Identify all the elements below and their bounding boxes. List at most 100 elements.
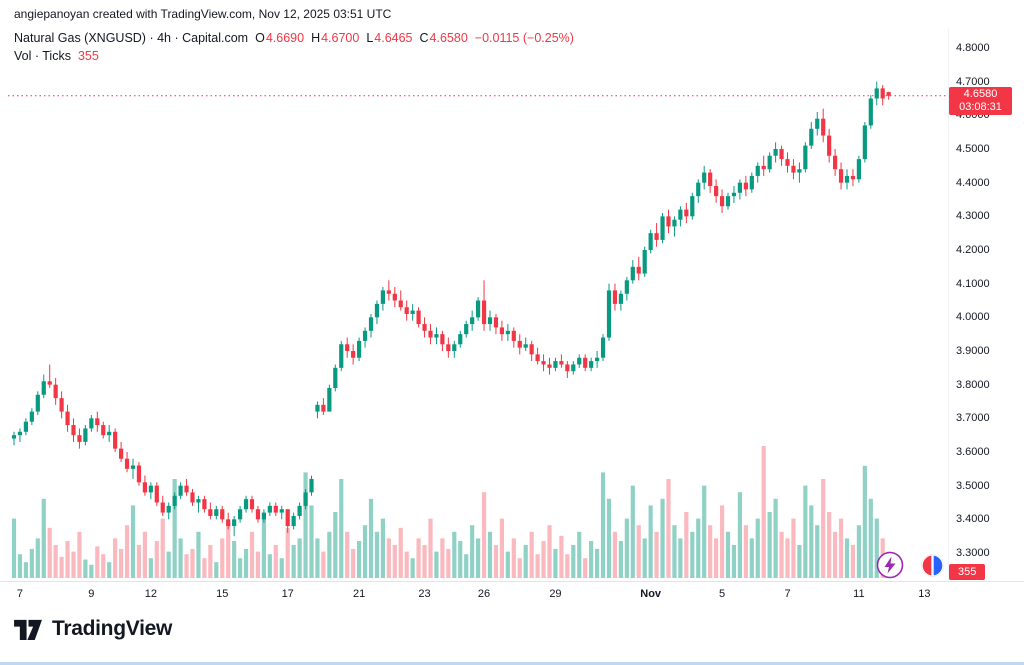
broker-icon[interactable] — [921, 553, 944, 577]
volume-bar — [374, 531, 380, 578]
volume-bar — [428, 518, 433, 578]
volume-row: Vol · Ticks 355 — [14, 49, 574, 63]
candle-body — [291, 515, 296, 527]
price-axis-label: 3.9000 — [956, 345, 990, 357]
lightning-icon[interactable] — [876, 551, 904, 579]
volume-bar — [577, 531, 582, 578]
volume-bar — [113, 538, 118, 578]
volume-bar — [565, 554, 570, 578]
candle-body — [101, 425, 106, 436]
price-change: −0.0115 (−0.25%) — [474, 31, 574, 45]
volume-bar — [392, 545, 397, 578]
volume-bar — [874, 518, 879, 578]
candle-body — [321, 404, 326, 412]
candle-body — [11, 435, 17, 439]
candle-body — [624, 280, 629, 294]
candle-body — [714, 186, 719, 197]
candle-body — [297, 505, 302, 516]
volume-bar — [333, 512, 338, 578]
candle-body — [719, 196, 725, 207]
volume-bar — [767, 512, 772, 578]
candle-body — [351, 351, 356, 358]
time-axis-separator — [0, 581, 1024, 582]
volume-bar — [309, 505, 314, 578]
time-axis[interactable]: 7 9 12 15 17 21 23 26 29 Nov 5 7 11 13 — [0, 587, 1024, 603]
candle-body — [77, 435, 82, 442]
time-axis-label: 9 — [88, 588, 95, 600]
candle-body — [130, 465, 136, 469]
candle-body — [142, 482, 147, 493]
candle-body — [767, 155, 772, 170]
volume-bar — [809, 505, 814, 578]
candle-body — [345, 344, 350, 351]
volume-label[interactable]: Vol · Ticks — [14, 49, 71, 63]
candle-body — [41, 381, 46, 395]
candle-body — [499, 327, 504, 335]
candle-body — [678, 209, 683, 220]
volume-bar — [856, 525, 861, 578]
candle-body — [600, 337, 606, 358]
volume-bar — [208, 545, 213, 578]
candle-body — [410, 310, 415, 314]
volume-bar — [17, 554, 23, 578]
volume-bar — [226, 522, 231, 578]
price-axis-label: 4.8000 — [956, 42, 990, 54]
volume-bar — [83, 559, 88, 578]
symbol-title[interactable]: Natural Gas (XNGUSD) · 4h · Capital.com — [14, 31, 249, 45]
volume-bar — [612, 531, 618, 578]
volume-bar — [618, 541, 623, 578]
volume-bar — [583, 558, 588, 578]
volume-bar — [315, 538, 320, 578]
price-axis-label: 3.6000 — [956, 446, 990, 458]
candlestick-chart[interactable] — [0, 0, 1024, 612]
tradingview-logo[interactable]: TradingView — [14, 616, 172, 641]
candle-body — [672, 219, 677, 227]
volume-bar — [380, 518, 385, 578]
volume-bar — [398, 527, 403, 578]
candle-body — [107, 431, 112, 436]
volume-bar — [630, 485, 635, 578]
volume-bar — [95, 546, 100, 578]
volume-bar — [351, 548, 356, 578]
candle-body — [529, 344, 534, 355]
volume-bar — [404, 551, 409, 578]
candle-body — [279, 509, 284, 513]
ohlc-open-value: 4.6690 — [265, 31, 305, 45]
volume-bar — [624, 518, 629, 578]
tradingview-logo-text: TradingView — [52, 616, 173, 640]
candle-body — [815, 118, 820, 129]
volume-bar — [517, 558, 522, 578]
candle-body — [458, 334, 463, 345]
candle-body — [267, 505, 272, 513]
candle-body — [214, 509, 219, 516]
price-axis-label: 4.4000 — [956, 176, 990, 189]
volume-bar — [743, 525, 748, 578]
candle-body — [874, 88, 879, 99]
volume-bar — [238, 558, 243, 578]
volume-bar — [71, 551, 76, 578]
volume-bar — [725, 531, 731, 578]
candle-body — [523, 344, 528, 348]
candle-body — [696, 182, 701, 197]
ohlc-high-value: 4.6700 — [321, 31, 360, 45]
volume-bar — [101, 554, 106, 578]
candle-body — [386, 290, 391, 294]
candle-body — [571, 364, 576, 372]
candle-body — [606, 290, 612, 338]
volume-bar — [422, 545, 427, 578]
corner-icons — [876, 551, 944, 579]
volume-bar — [464, 554, 469, 578]
time-axis-label: 23 — [418, 588, 431, 600]
volume-bar — [178, 538, 183, 578]
ohlc-low-label: L — [366, 31, 374, 45]
volume-bar — [547, 525, 552, 578]
candle-body — [803, 145, 808, 170]
bar-countdown: 03:08:31 — [959, 100, 1002, 113]
symbol-row: Natural Gas (XNGUSD) · 4h · Capital.com … — [14, 31, 574, 45]
candle-body — [785, 159, 790, 166]
volume-bar — [249, 531, 255, 578]
time-axis-label: 13 — [918, 588, 931, 600]
candle-body — [404, 307, 409, 314]
candle-body — [208, 509, 213, 516]
candle-body — [559, 361, 564, 365]
